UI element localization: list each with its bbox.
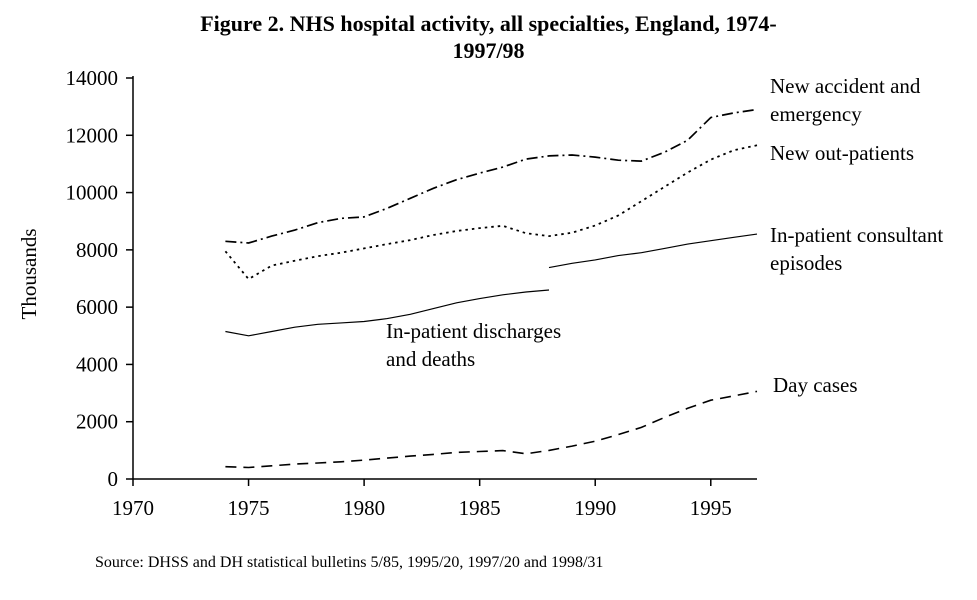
series-line-new-out-patients <box>224 144 758 281</box>
series-line-day-cases <box>225 390 758 469</box>
label-line: New out-patients <box>770 141 915 165</box>
label-line: and deaths <box>386 347 476 371</box>
x-tick-label: 1990 <box>574 496 616 520</box>
series-label-in-patient-consultant-episodes: In-patient consultant episodes <box>770 221 977 277</box>
x-tick-label: 1980 <box>343 496 385 520</box>
series-label-in-patient-discharges-and-deaths: In-patient discharges and deaths <box>386 317 614 373</box>
x-tick-label: 1975 <box>228 496 270 520</box>
series-label-new-accident-and-emergency: New accident and emergency <box>770 72 955 128</box>
y-tick-label: 4000 <box>76 352 118 376</box>
series-line-new-accident-and-emergency <box>225 108 758 244</box>
label-line: In-patient discharges <box>386 319 562 343</box>
source-note: Source: DHSS and DH statistical bulletin… <box>95 554 604 571</box>
y-tick-label: 10000 <box>66 181 119 205</box>
y-tick-label: 14000 <box>66 66 119 90</box>
series-line-in-patient-consultant-episodes <box>548 233 758 269</box>
x-tick-label: 1985 <box>459 496 501 520</box>
series-line-in-patient-discharges-and-deaths <box>225 289 550 337</box>
chart-title: Figure 2. NHS hospital activity, all spe… <box>10 10 967 64</box>
series-label-new-out-patients: New out-patients <box>770 139 977 167</box>
x-tick-label: 1995 <box>690 496 732 520</box>
label-line: Day cases <box>773 373 858 397</box>
label-line: New accident and <box>770 74 921 98</box>
y-tick-label: 12000 <box>66 123 119 147</box>
x-tick-label: 1970 <box>112 496 154 520</box>
y-tick-label: 6000 <box>76 295 118 319</box>
series-label-day-cases: Day cases <box>773 371 913 399</box>
chart-title-line2: 1997/98 <box>452 38 525 63</box>
y-tick-label: 0 <box>108 467 119 491</box>
chart-title-line1: Figure 2. NHS hospital activity, all spe… <box>200 11 777 36</box>
y-tick-label: 8000 <box>76 238 118 262</box>
label-line: episodes <box>770 251 843 275</box>
y-tick-label: 2000 <box>76 410 118 434</box>
label-line: emergency <box>770 102 862 126</box>
label-line: In-patient consultant <box>770 223 944 247</box>
